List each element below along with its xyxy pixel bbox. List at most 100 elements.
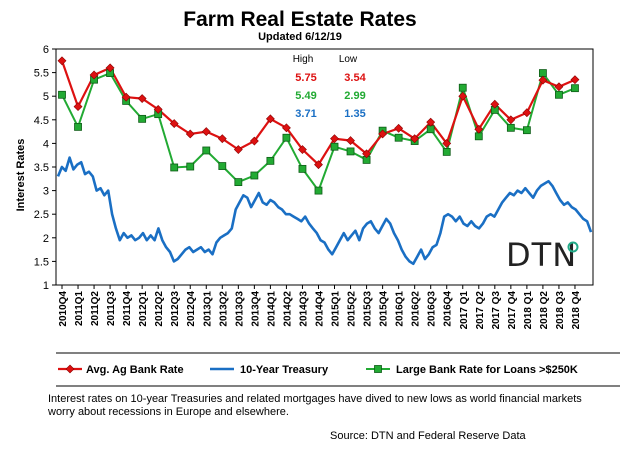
y-tick-label: 2.5 xyxy=(34,209,49,221)
x-tick-label: 2016Q2 xyxy=(411,291,422,327)
large-bank-point xyxy=(282,133,291,142)
legend-label-ag-bank: Avg. Ag Bank Rate xyxy=(86,364,184,376)
x-tick-label: 2016Q4 xyxy=(443,291,454,327)
large-bank-point xyxy=(539,69,547,77)
x-tick-label: 2010Q4 xyxy=(58,291,69,327)
large-bank-point xyxy=(426,125,435,134)
chart-subtitle: Updated 6/12/19 xyxy=(258,31,342,43)
ag-bank-point xyxy=(217,134,227,144)
table-header-high: High xyxy=(293,54,314,65)
high-low-table: High Low 5.75 3.54 5.49 2.99 3.71 1.35 xyxy=(278,52,398,122)
x-tick-label: 2013Q3 xyxy=(234,291,245,327)
large-bank-point xyxy=(202,146,211,155)
y-tick-label: 6 xyxy=(43,44,49,56)
y-axis-label: Interest Rates xyxy=(15,139,27,212)
series-line-treasury xyxy=(56,156,593,266)
y-tick-label: 5 xyxy=(43,91,49,103)
table-header-low: Low xyxy=(339,54,358,65)
ag-bank-point xyxy=(522,108,532,118)
x-tick-label: 2014Q4 xyxy=(314,291,325,327)
legend-marker-ag-bank xyxy=(65,364,75,374)
large-bank-point xyxy=(234,178,243,187)
ag-bank-point xyxy=(233,145,243,154)
ag-bank-point xyxy=(314,160,323,170)
chart-source: Source: DTN and Federal Reserve Data xyxy=(330,430,526,442)
y-tick-label: 3 xyxy=(43,186,49,198)
x-tick-label: 2015Q2 xyxy=(347,291,358,327)
ag-bank-point xyxy=(105,63,115,73)
x-tick-label: 2014Q2 xyxy=(282,291,293,327)
x-tick-label: 2018 Q2 xyxy=(539,291,550,330)
y-tick-label: 1.5 xyxy=(34,256,49,268)
large-bank-point xyxy=(394,133,403,142)
x-tick-label: 2014Q1 xyxy=(266,291,277,327)
ag-bank-point xyxy=(121,92,131,102)
x-tick-label: 2015Q1 xyxy=(331,291,342,327)
chart-note: Interest rates on 10-year Treasuries and… xyxy=(48,393,582,418)
table-high-value: 5.75 xyxy=(295,72,316,84)
ag-bank-point xyxy=(538,75,548,85)
large-bank-point xyxy=(218,162,227,170)
ag-bank-point xyxy=(201,127,211,137)
large-bank-point xyxy=(186,162,195,171)
ag-bank-point xyxy=(410,134,420,144)
x-tick-label: 2013Q4 xyxy=(250,291,261,327)
dtn-logo-text: DTN xyxy=(506,236,578,274)
large-bank-point xyxy=(555,90,563,99)
table-low-value: 2.99 xyxy=(344,90,365,102)
table-background xyxy=(278,52,398,122)
x-tick-label: 2017 Q4 xyxy=(507,291,518,330)
ag-bank-point xyxy=(426,117,436,127)
ag-bank-point xyxy=(153,104,163,114)
ag-bank-point xyxy=(378,129,388,139)
x-tick-label: 2015Q3 xyxy=(363,291,374,327)
ag-bank-point xyxy=(298,145,307,154)
y-tick-label: 4.5 xyxy=(34,115,49,127)
large-bank-point xyxy=(458,83,467,92)
large-bank-point xyxy=(346,147,355,156)
ag-bank-point xyxy=(281,123,291,133)
large-bank-point xyxy=(506,123,515,132)
chart-title: Farm Real Estate Rates xyxy=(183,8,417,31)
large-bank-point xyxy=(330,142,339,151)
ag-bank-point xyxy=(506,115,516,125)
ag-bank-point xyxy=(185,129,195,139)
ag-bank-point xyxy=(265,114,275,124)
ag-bank-point xyxy=(73,102,83,112)
x-tick-label: 2011Q1 xyxy=(74,291,85,326)
y-tick-label: 5.5 xyxy=(34,68,49,80)
ag-bank-point xyxy=(89,70,99,80)
large-bank-point xyxy=(442,147,451,156)
x-ticks: 2010Q4 2011Q1 2011Q2 2011Q3 2011Q4 2012Q1 2012… xyxy=(58,285,582,329)
large-bank-point xyxy=(298,164,307,173)
x-tick-label: 2014Q3 xyxy=(298,291,309,327)
x-tick-label: 2017 Q1 xyxy=(459,291,470,330)
ag-bank-point xyxy=(570,75,580,85)
x-tick-label: 2018 Q1 xyxy=(523,291,534,330)
table-low-value: 1.35 xyxy=(344,108,365,120)
x-tick-label: 2012Q2 xyxy=(154,291,165,327)
x-tick-label: 2012Q3 xyxy=(170,291,181,327)
y-tick-label: 2 xyxy=(43,233,49,245)
x-tick-label: 2016Q1 xyxy=(395,291,406,327)
ag-bank-point xyxy=(249,136,259,146)
ag-bank-point xyxy=(57,56,67,66)
ag-bank-point xyxy=(362,149,372,159)
ag-bank-point xyxy=(458,91,468,101)
table-low-value: 3.54 xyxy=(344,72,366,84)
large-bank-point xyxy=(314,186,323,195)
x-tick-label: 2017 Q3 xyxy=(491,291,502,330)
ag-bank-point xyxy=(490,99,500,109)
x-tick-label: 2016Q3 xyxy=(427,291,438,327)
series-markers xyxy=(57,56,580,195)
large-bank-point xyxy=(170,163,179,172)
table-high-value: 5.49 xyxy=(295,90,316,102)
large-bank-point xyxy=(250,171,259,180)
large-bank-point xyxy=(571,84,579,93)
ag-bank-point xyxy=(554,82,564,92)
legend: Avg. Ag Bank Rate 10-Year Treasury Large B… xyxy=(58,364,578,376)
legend-label-large-bank: Large Bank Rate for Loans >$250K xyxy=(396,364,578,376)
large-bank-point xyxy=(266,156,275,165)
x-tick-label: 2015Q4 xyxy=(379,291,390,327)
x-tick-label: 2011Q2 xyxy=(90,291,101,326)
